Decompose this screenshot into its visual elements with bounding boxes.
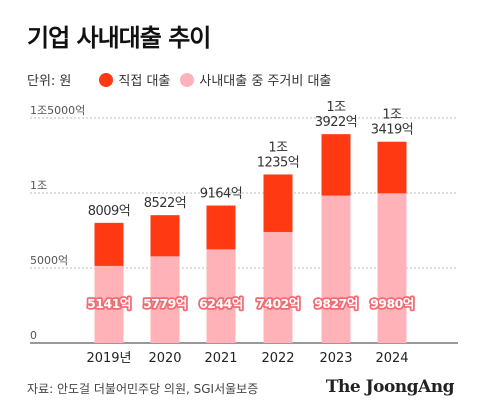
chart-title: 기업 사내대출 추이 [27,24,211,52]
legend-label-direct-loan: 직접 대출 [118,74,171,89]
total-value-label: 1조 [382,108,402,123]
x-tick-label: 2019년 [86,351,131,366]
x-tick-label: 2022 [261,351,294,366]
housing-value-label: 9980억 [370,296,414,311]
legend-label-housing-loan: 사내대출 중 주거비 대출 [199,74,332,89]
legend-item-housing-loan: 사내대출 중 주거비 대출 [180,70,331,89]
x-tick-label: 2024 [375,351,408,366]
housing-value-label: 5779억 [143,296,187,311]
publisher-logo: The JoongAng [325,377,455,397]
bar-housing-loan [377,193,407,343]
source-note: 자료: 안도걸 더불어민주당 의원, SGI서울보증 [27,382,259,396]
y-tick-label: 1조5000억 [30,104,85,117]
housing-value-label: 7402억 [256,296,300,311]
y-tick-label: 1조 [30,179,47,192]
bar-housing-loan [263,231,293,343]
total-value-label: 1조 [326,100,346,115]
x-tick-label: 2021 [204,351,237,366]
bar-housing-loan [321,195,351,343]
y-tick-label: 5000억 [30,254,68,267]
legend-item-direct-loan: 직접 대출 [99,70,170,89]
total-value-label: 3419억 [371,123,414,138]
bar-housing-loan [206,249,236,343]
x-tick-label: 2023 [319,351,352,366]
total-value-label: 8009억 [88,204,131,219]
bar-housing-loan [150,256,180,343]
total-value-label: 8522억 [144,196,187,211]
total-value-label: 1235억 [257,155,300,170]
legend: 단위: 원 직접 대출 사내대출 중 주거비 대출 [27,70,341,89]
legend-swatch-housing-loan [180,72,195,87]
bar-housing-loan [94,265,124,343]
legend-swatch-direct-loan [99,72,114,87]
housing-value-label: 9827억 [314,296,358,311]
y-tick-label: 0 [30,329,37,342]
total-value-label: 3922억 [315,115,358,130]
x-tick-label: 2020 [148,351,181,366]
housing-value-label: 5141억 [87,296,131,311]
unit-label: 단위: 원 [27,74,72,89]
housing-value-label: 6244억 [199,296,243,311]
total-value-label: 1조 [268,140,288,155]
total-value-label: 9164억 [200,187,243,202]
